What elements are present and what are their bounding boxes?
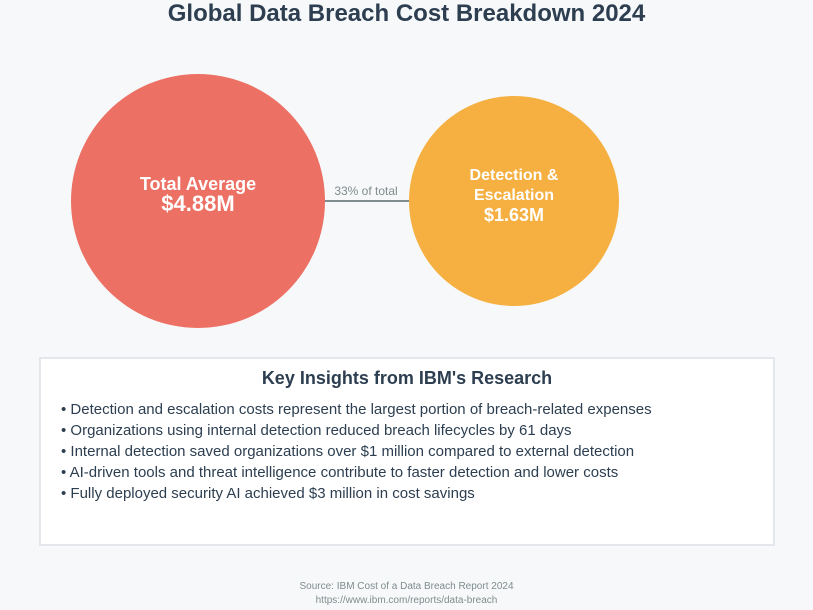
detection-escalation-circle	[409, 96, 619, 306]
insight-item: • AI-driven tools and threat intelligenc…	[61, 464, 619, 481]
connector-label: 33% of total	[334, 184, 397, 198]
total-average-value: $4.88M	[161, 191, 234, 216]
insight-item: • Detection and escalation costs represe…	[61, 401, 652, 418]
source-url: https://www.ibm.com/reports/data-breach	[315, 595, 498, 606]
total-average-circle	[71, 74, 325, 328]
key-insights-panel: Key Insights from IBM's Research • Detec…	[39, 357, 775, 546]
breach-cost-diagram: 33% of total Total Average $4.88M Detect…	[71, 74, 619, 328]
detection-escalation-label-line1: Detection &	[470, 167, 559, 184]
source-text: Source: IBM Cost of a Data Breach Report…	[299, 581, 514, 592]
page-title: Global Data Breach Cost Breakdown 2024	[167, 0, 646, 27]
insight-item: • Fully deployed security AI achieved $3…	[61, 485, 475, 502]
key-insights-title: Key Insights from IBM's Research	[261, 368, 553, 388]
source-citation: Source: IBM Cost of a Data Breach Report…	[0, 580, 813, 608]
insight-item: • Internal detection saved organizations…	[61, 443, 635, 460]
detection-escalation-label-line2: Escalation	[474, 187, 554, 204]
total-average-label: Total Average	[140, 174, 256, 194]
insight-item: • Organizations using internal detection…	[61, 422, 572, 439]
key-insights-list: • Detection and escalation costs represe…	[61, 399, 652, 504]
detection-escalation-value: $1.63M	[484, 205, 544, 225]
